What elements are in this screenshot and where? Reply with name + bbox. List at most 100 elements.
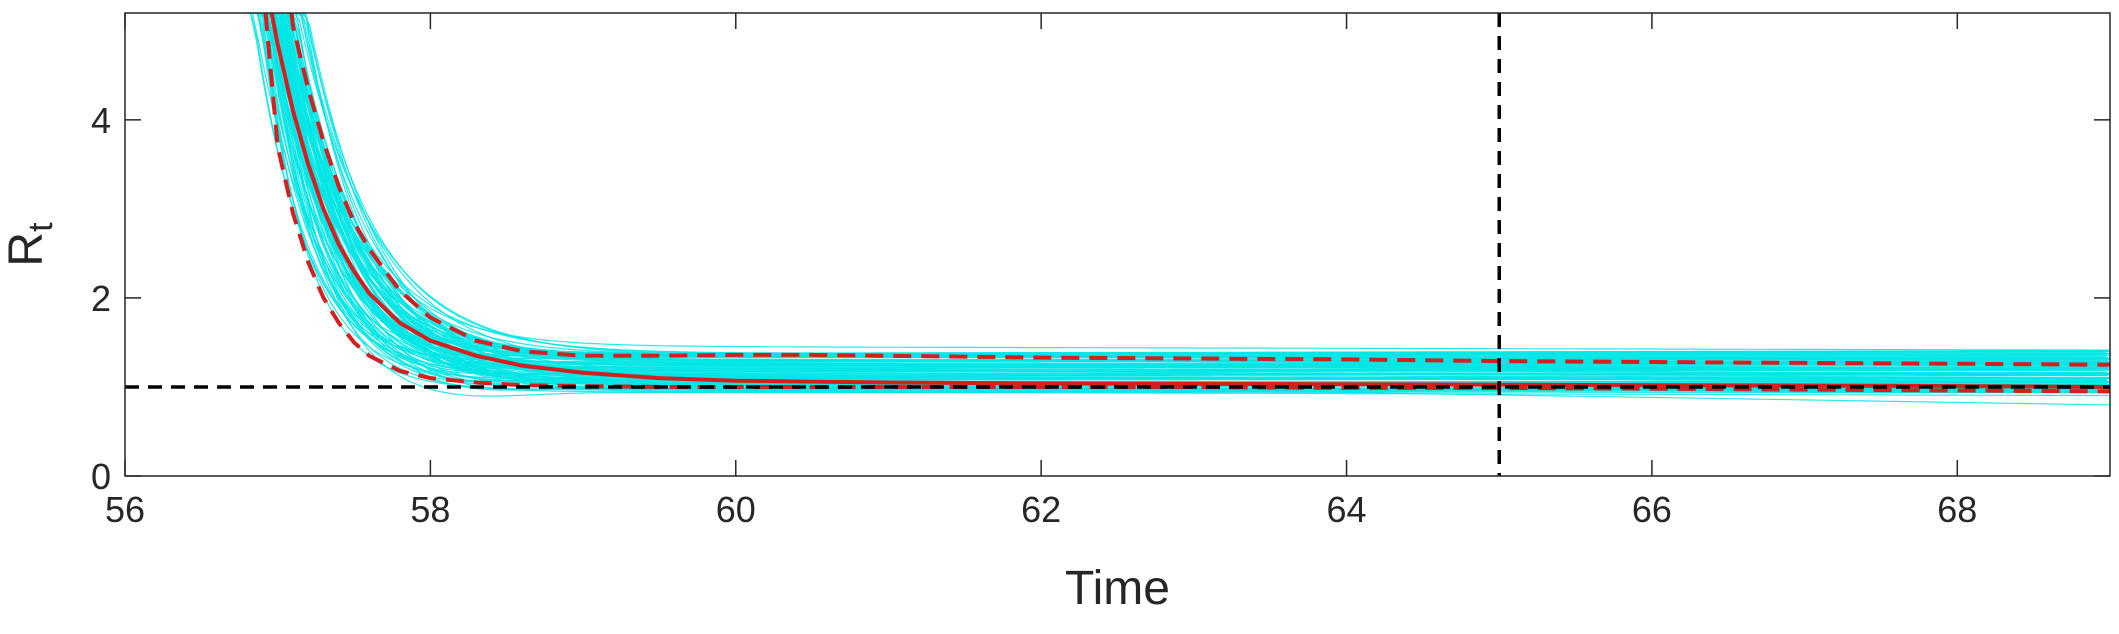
ensemble-line: [272, 13, 2110, 360]
ensemble-line: [245, 13, 2109, 362]
ensemble-line: [277, 13, 2110, 392]
ensemble-line: [273, 13, 2106, 391]
ensemble-line: [257, 13, 2109, 392]
ensemble-line: [272, 13, 2110, 357]
x-tick-label: 56: [105, 489, 145, 530]
ensemble-line: [261, 13, 2107, 369]
ensemble-line: [260, 13, 2110, 362]
ensemble-line: [279, 13, 2107, 388]
y-axis-label-sub: t: [22, 222, 60, 232]
ensemble-line: [255, 13, 2106, 356]
bound-line: [289, 13, 2110, 367]
ensemble-line: [279, 13, 2110, 377]
ensemble-line: [253, 13, 2110, 394]
ensemble-line: [256, 13, 2107, 382]
ensemble-line: [259, 13, 2110, 380]
ensemble-line: [256, 13, 2108, 381]
x-tick-label: 60: [716, 489, 756, 530]
ensemble-line: [279, 13, 2107, 379]
ensemble-line: [244, 13, 2108, 380]
ensemble-line: [252, 13, 2110, 358]
ensemble-line: [251, 13, 2110, 393]
ensemble-line: [246, 13, 2109, 382]
ensemble-line: [268, 13, 2108, 369]
ensemble-line: [250, 13, 2107, 360]
ensemble-line: [256, 13, 2107, 356]
ensemble-line: [262, 13, 2107, 362]
ensemble-line: [260, 13, 2110, 357]
ensemble-line: [278, 13, 2110, 387]
ensemble-line: [274, 13, 2108, 385]
ensemble-line: [255, 13, 2106, 373]
x-tick-label: 68: [1937, 489, 1977, 530]
ensemble-line: [274, 13, 2107, 378]
bound-line: [263, 13, 2110, 394]
ensemble-line: [257, 13, 2109, 358]
ensemble-line: [266, 13, 2110, 367]
ensemble-line: [268, 13, 2107, 366]
ensemble-line: [265, 13, 2110, 377]
ensemble-line: [262, 13, 2108, 368]
ensemble-line: [280, 13, 2108, 377]
ensemble-line: [255, 13, 2106, 354]
ensemble-line: [275, 13, 2109, 366]
ensemble-line: [254, 13, 2110, 397]
x-tick-label: 62: [1021, 489, 1061, 530]
ensemble-line: [251, 13, 2108, 363]
y-tick-label: 0: [91, 456, 111, 497]
ensemble-line: [256, 13, 2107, 389]
ensemble-line: [270, 13, 2109, 386]
ensemble-line: [255, 13, 2106, 363]
ensemble-line: [260, 13, 2110, 360]
ensemble-line: [248, 13, 2110, 383]
ensemble-line: [252, 13, 2110, 371]
y-tick-label: 2: [91, 278, 111, 319]
ensemble-line: [279, 13, 2110, 389]
ensemble-line: [256, 13, 2108, 382]
y-axis-ticks: 0 2 4: [91, 100, 2110, 497]
ensemble-line: [251, 13, 2109, 386]
ensemble-line: [251, 13, 2108, 377]
x-axis-ticks: 56 58 60 62 64 66 68: [105, 13, 1977, 530]
ensemble-line: [256, 13, 2107, 376]
ensemble-line: [262, 13, 2107, 370]
ensemble-line: [255, 13, 2106, 366]
ensemble-line: [281, 13, 2109, 387]
ensemble-line: [277, 13, 2110, 391]
ensemble-line: [248, 13, 2110, 390]
ensemble-line: [259, 13, 2110, 393]
x-tick-label: 66: [1632, 489, 1672, 530]
x-tick-label: 64: [1327, 489, 1367, 530]
ensemble-line: [244, 13, 2108, 380]
ensemble-line: [261, 13, 2107, 381]
ensemble-line: [252, 13, 2110, 363]
ensemble-line: [246, 13, 2109, 376]
ensemble-line: [265, 13, 2110, 385]
ensemble-line: [269, 13, 2109, 370]
ensemble-line: [268, 13, 2108, 374]
ensemble-line: [276, 13, 2109, 371]
ensemble-line: [266, 13, 2106, 393]
y-tick-label: 4: [91, 100, 111, 141]
ensemble-line: [271, 13, 2110, 367]
ensemble-line: [270, 13, 2110, 386]
ensemble-line: [282, 13, 2109, 371]
ensemble-line: [261, 13, 2107, 367]
ensemble-line: [256, 13, 2107, 372]
ensemble-line: [265, 13, 2110, 369]
y-axis-label: Rt: [0, 222, 60, 267]
ensemble-line: [261, 13, 2106, 383]
ensemble-line: [275, 13, 2109, 371]
ensemble-line: [271, 13, 2110, 386]
ensemble-line: [251, 13, 2109, 361]
ensemble-line: [274, 13, 2108, 385]
plot-frame: [124, 12, 2111, 477]
ensemble-line: [251, 13, 2109, 374]
ensemble-line: [279, 13, 2106, 355]
ensemble-line: [277, 13, 2110, 380]
ensemble-line: [275, 13, 2108, 392]
ensemble-line: [265, 13, 2110, 361]
ensemble-line: [264, 13, 2110, 373]
ensemble-line: [270, 13, 2110, 379]
